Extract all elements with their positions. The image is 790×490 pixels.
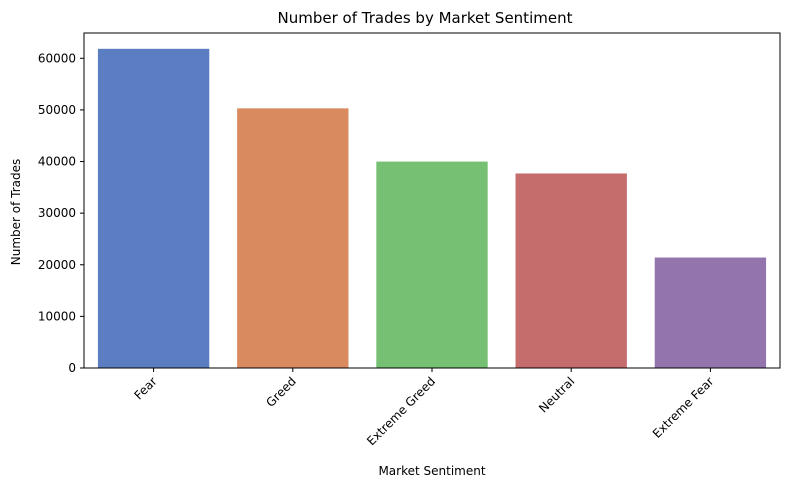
y-axis-label: Number of Trades	[9, 159, 23, 266]
x-tick-label: Greed	[263, 374, 299, 410]
x-tick-label: Fear	[131, 374, 159, 402]
x-axis-label: Market Sentiment	[378, 464, 485, 478]
bar-fear	[97, 48, 210, 369]
x-tick-label: Extreme Fear	[650, 374, 717, 441]
y-tick-label: 60000	[38, 51, 76, 65]
bar-greed	[237, 108, 349, 368]
y-tick-label: 20000	[38, 258, 76, 272]
x-tick-label: Extreme Greed	[364, 374, 438, 448]
y-tick-label: 40000	[38, 155, 76, 169]
y-tick-label: 50000	[38, 103, 76, 117]
y-axis-ticks: 0 10000 20000 30000 40000 50000 60000	[38, 51, 84, 375]
bar-neutral	[515, 173, 627, 368]
chart-title: Number of Trades by Market Sentiment	[278, 9, 573, 27]
y-tick-label: 10000	[38, 309, 76, 323]
x-tick-label: Neutral	[536, 374, 577, 415]
bar-extreme-fear	[654, 257, 767, 368]
bar-extreme-greed	[376, 161, 488, 368]
y-tick-label: 0	[68, 361, 76, 375]
x-axis-ticks: Fear Greed Extreme Greed Neutral Extreme Fea…	[131, 368, 717, 448]
bars-group	[97, 48, 767, 369]
plot-frame	[83, 32, 781, 369]
y-tick-label: 30000	[38, 206, 76, 220]
